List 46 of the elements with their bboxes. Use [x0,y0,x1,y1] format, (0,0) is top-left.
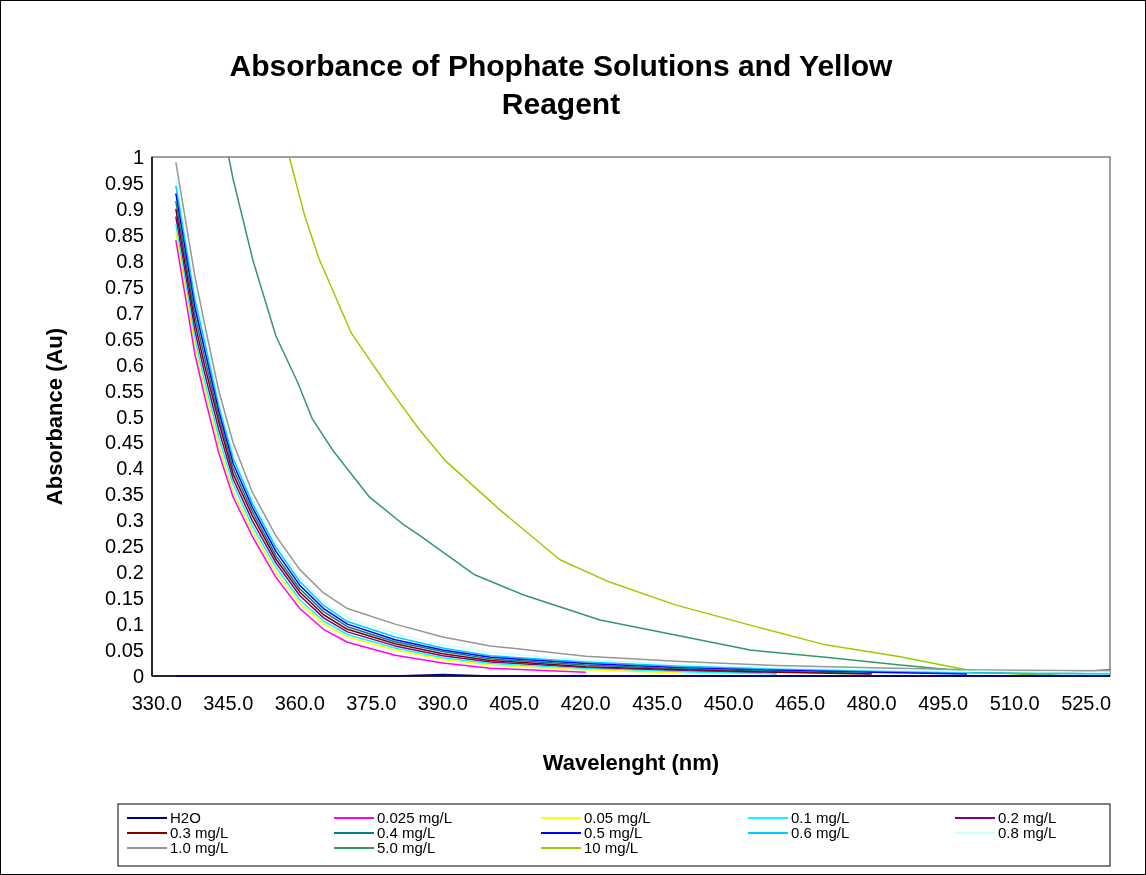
y-tick-label: 0.65 [105,327,144,350]
x-tick-label: 345.0 [203,692,254,714]
line-series [175,231,682,674]
y-tick-label: 0.35 [105,483,144,506]
x-tick-label: 495.0 [918,692,969,714]
y-tick-label: 0.4 [116,457,144,480]
y-tick-label: 0.25 [105,535,144,558]
y-tick-label: 1 [132,146,144,168]
y-tick-label: 0.1 [116,613,144,636]
y-tick-label: 0.05 [105,639,144,662]
x-tick-label: 465.0 [775,692,826,714]
y-tick-label: 0.6 [116,353,144,376]
y-tick-label: 0.2 [116,561,144,584]
legend-label: 0.1 mg/L [791,809,850,827]
legend-label: 0.025 mg/L [377,809,453,827]
y-tick-label: 0.5 [116,405,144,428]
x-tick-label: 390.0 [417,692,468,714]
y-tick-label: 0.75 [105,275,144,298]
y-tick-label: 0.95 [105,171,144,194]
x-tick-label: 375.0 [346,692,397,714]
y-tick-label: 0.55 [105,379,144,402]
legend-label: 0.05 mg/L [584,809,651,827]
line-series [175,239,587,674]
x-tick-label: 360.0 [274,692,325,714]
x-tick-label: 435.0 [632,692,683,714]
y-tick-label: 0 [132,665,144,687]
y-tick-label: 0.9 [116,197,144,220]
x-axis-title: Wavelenght (nm) [542,750,720,775]
legend-label: 0.2 mg/L [998,809,1057,827]
x-tick-label: 405.0 [489,692,540,714]
legend-label: H2O [170,809,201,827]
x-tick-label: 510.0 [989,692,1040,714]
x-tick-label: 330.0 [131,692,182,714]
chart-title: Absorbance of Phophate Solutions and Yellow Reagent [229,49,894,120]
y-tick-label: 0.8 [116,249,144,272]
x-tick-label: 420.0 [560,692,611,714]
x-tick-label: 480.0 [846,692,897,714]
x-tick-label: 525.0 [1061,692,1112,714]
y-tick-label: 0.15 [105,587,144,610]
legend-label: 0.3 mg/L [170,824,229,842]
y-axis-title: Absorbance (Au) [42,327,67,506]
y-tick-label: 0.3 [116,509,144,532]
y-tick-label: 0.45 [105,431,144,454]
x-tick-label: 450.0 [703,692,754,714]
y-tick-label: 0.85 [105,223,144,246]
y-tick-label: 0.7 [116,301,144,324]
